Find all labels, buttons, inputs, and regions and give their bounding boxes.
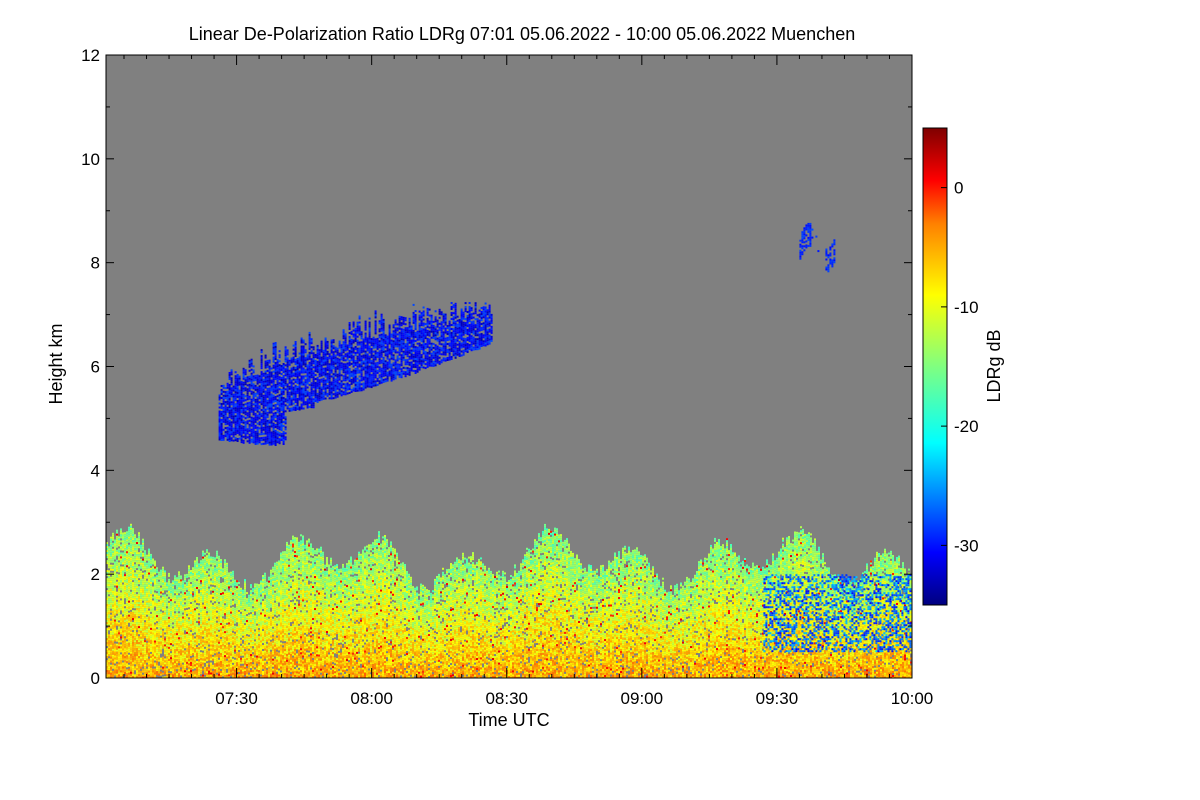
x-tick-label: 07:30 xyxy=(215,689,258,708)
y-tick-label: 4 xyxy=(91,461,100,480)
chart-title: Linear De-Polarization Ratio LDRg 07:01 … xyxy=(189,24,855,44)
x-tick-label: 09:00 xyxy=(621,689,664,708)
x-axis-label: Time UTC xyxy=(468,710,549,730)
x-tick-label: 08:00 xyxy=(350,689,393,708)
y-tick-label: 8 xyxy=(91,254,100,273)
x-tick-label: 09:30 xyxy=(756,689,799,708)
y-tick-label: 2 xyxy=(91,565,100,584)
colorbar-tick-label: -30 xyxy=(954,536,979,555)
y-tick-label: 12 xyxy=(81,46,100,65)
y-tick-label: 10 xyxy=(81,150,100,169)
feature-ice-cloud xyxy=(218,302,493,446)
y-axis-label: Height km xyxy=(46,323,66,404)
y-tick-label: 0 xyxy=(91,669,100,688)
feature-ice-cloud xyxy=(799,222,836,273)
y-axis: 0 2 4 6 8 10 12 xyxy=(81,46,912,688)
x-axis: 07:30 08:00 08:30 09:00 09:30 10:00 xyxy=(123,55,934,708)
y-tick-label: 6 xyxy=(91,358,100,377)
colorbar xyxy=(922,127,948,606)
colorbar-label: LDRg dB xyxy=(984,329,1004,402)
x-tick-label: 08:30 xyxy=(485,689,528,708)
colorbar-tick-label: 0 xyxy=(954,179,963,198)
colorbar-ticks: 0 -10 -20 -30 xyxy=(941,179,979,555)
x-tick-label: 10:00 xyxy=(891,689,934,708)
feature-low-ldr-patch xyxy=(763,574,912,653)
heatmap-cells xyxy=(106,222,912,678)
colorbar-tick-label: -10 xyxy=(954,298,979,317)
colorbar-tick-label: -20 xyxy=(954,417,979,436)
